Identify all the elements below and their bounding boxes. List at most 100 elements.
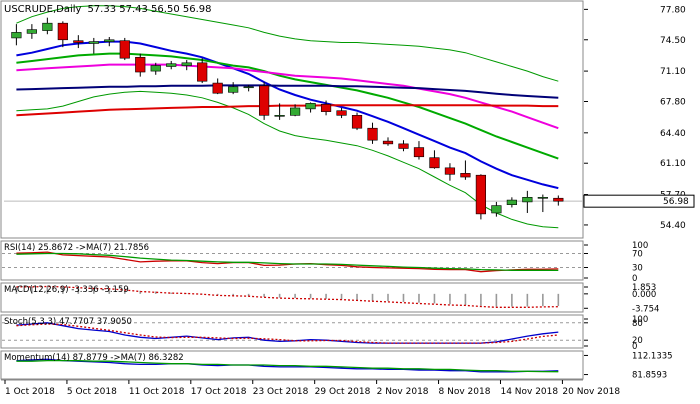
date-tick-label: 29 Oct 2018 — [315, 387, 371, 397]
moving-average-line — [16, 84, 559, 99]
stoch-series-line — [16, 323, 559, 344]
rsi-series-line — [16, 252, 559, 272]
momentum-panel: 112.1335 81.8593 Momentum(14) 87.8779 ->MA… — [0, 350, 673, 381]
rsi-tick-label: 70 — [632, 250, 643, 260]
bearish-candle — [119, 40, 130, 59]
bullish-candle — [228, 86, 239, 93]
bearish-candle — [197, 62, 208, 82]
bollinger-lower — [16, 90, 559, 229]
ohlc-header: 57.33 57.43 56.50 56.98 — [87, 4, 211, 15]
date-tick-label: 14 Nov 2018 — [500, 387, 558, 397]
bearish-candle — [413, 147, 425, 158]
bullish-candle — [181, 62, 192, 66]
moving-average-line — [16, 52, 559, 160]
date-tick-label: 23 Oct 2018 — [253, 387, 309, 397]
bullish-candle — [11, 32, 22, 39]
bearish-candle — [382, 140, 394, 145]
bullish-candle — [506, 199, 517, 205]
macd-series-line — [16, 285, 559, 308]
bearish-candle — [320, 103, 332, 112]
bullish-candle — [150, 65, 161, 72]
macd-panel-frame — [0, 282, 584, 313]
last-price-label: 56.98 — [663, 197, 689, 207]
macd-label: MACD(12,26,9) -3.336 -3.159 — [4, 285, 129, 295]
bearish-candle — [398, 143, 409, 149]
last-price-badge: 56.98 — [583, 194, 695, 208]
stoch-tick-label: 80 — [632, 319, 643, 329]
macd-tick-label: 1.853 — [632, 283, 656, 293]
bullish-candle — [88, 41, 99, 44]
moving-average-line — [16, 63, 559, 130]
bollinger-bands — [16, 5, 559, 229]
macd-tick-label: -3.754 — [632, 304, 659, 314]
bearish-candle — [444, 167, 456, 175]
bullish-candle — [166, 63, 177, 67]
bearish-candle — [259, 85, 270, 116]
date-tick-label: 8 Nov 2018 — [439, 387, 491, 397]
stoch-tick-label: 0 — [632, 342, 637, 352]
bearish-candle — [73, 40, 84, 43]
macd-tick-label: 0.000 — [632, 290, 656, 300]
moving-average-line — [16, 104, 559, 117]
bullish-candle — [522, 197, 533, 203]
bullish-candle — [274, 115, 285, 117]
bearish-candle — [57, 22, 68, 41]
price-tick-label: 77.80 — [660, 5, 686, 15]
date-axis: 1 Oct 2018 5 Oct 2018 11 Oct 2018 17 Oct 20… — [1, 379, 620, 397]
bollinger-upper — [16, 5, 559, 82]
momentum-panel-frame — [0, 350, 584, 380]
date-tick-label: 2 Nov 2018 — [377, 387, 429, 397]
bearish-candle — [212, 82, 223, 94]
bullish-candle — [491, 205, 502, 214]
momentum-tick-label: 81.8593 — [632, 371, 667, 381]
rsi-label: RSI(14) 25.8672 ->MA(7) 21.7856 — [4, 243, 149, 253]
stoch-tick-label: 20 — [632, 336, 643, 346]
bearish-candle — [135, 56, 146, 73]
rsi-panel-frame — [0, 240, 584, 281]
stoch-panel-frame — [0, 314, 584, 349]
rsi-tick-label: 0 — [632, 274, 637, 284]
bullish-candle — [537, 197, 548, 199]
price-tick-label: 64.40 — [660, 129, 686, 139]
rsi-tick-label: 30 — [632, 264, 643, 274]
candlesticks — [11, 17, 564, 220]
price-tick-label: 74.50 — [660, 36, 686, 46]
chart-header: USCRUDE,Daily 57.33 57.43 56.50 56.98 — [4, 4, 212, 15]
bearish-candle — [429, 157, 440, 169]
bearish-candle — [336, 110, 347, 116]
momentum-tick-label: 112.1335 — [632, 351, 673, 361]
price-tick-label: 67.80 — [660, 97, 686, 107]
bearish-candle — [460, 173, 471, 178]
momentum-series-line — [16, 358, 559, 373]
price-tick-label: 71.10 — [660, 67, 686, 77]
symbol-label: USCRUDE — [4, 4, 53, 15]
bearish-candle — [475, 174, 487, 215]
date-tick-label: 17 Oct 2018 — [191, 387, 247, 397]
date-tick-label: 11 Oct 2018 — [129, 387, 185, 397]
bullish-candle — [42, 22, 53, 31]
momentum-series-line — [16, 359, 559, 373]
bullish-candle — [104, 39, 115, 42]
price-tick-label: 61.10 — [660, 159, 686, 169]
bullish-candle — [243, 86, 254, 89]
price-tick-label: 54.40 — [660, 221, 686, 231]
momentum-label: Momentum(14) 87.8779 ->MA(7) 86.3282 — [4, 353, 184, 363]
bearish-candle — [367, 127, 378, 141]
moving-averages — [16, 40, 559, 190]
bullish-candle — [26, 29, 37, 34]
stoch-tick-label: 100 — [632, 315, 648, 325]
stoch-label: Stoch(5,3,3) 47.7707 37.9050 — [4, 317, 132, 327]
bearish-candle — [553, 197, 564, 202]
date-tick-label: 1 Oct 2018 — [5, 387, 55, 397]
bullish-candle — [305, 103, 316, 110]
date-tick-label: 5 Oct 2018 — [67, 387, 117, 397]
bearish-candle — [351, 115, 363, 129]
timeframe-label: Daily — [56, 4, 81, 15]
date-tick-label: 20 Nov 2018 — [562, 387, 620, 397]
